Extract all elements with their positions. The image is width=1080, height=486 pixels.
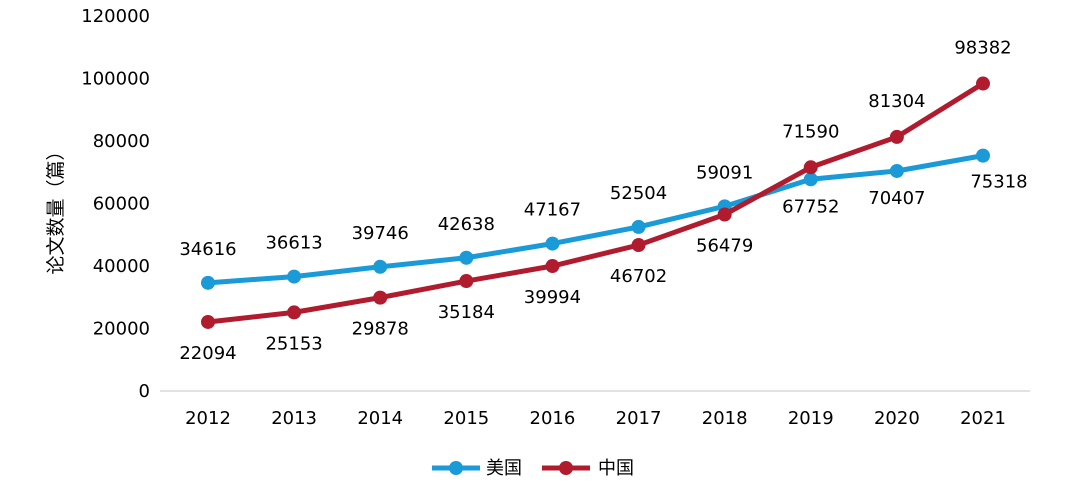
data-point xyxy=(373,290,388,305)
data-label-china: 56479 xyxy=(696,236,753,257)
data-point xyxy=(545,259,560,274)
legend: 美国 中国 xyxy=(432,458,634,479)
legend-item: 美国 xyxy=(432,458,522,479)
series-usa xyxy=(201,148,990,290)
x-tick-label: 2017 xyxy=(616,408,662,429)
x-tick-label: 2020 xyxy=(874,408,920,429)
data-labels: 34616 22094 36613 25153 39746 29878 42638 35184… xyxy=(179,38,1027,364)
y-tick-label: 100000 xyxy=(81,69,150,90)
data-label-usa: 39746 xyxy=(352,223,409,244)
data-label-china: 39994 xyxy=(524,287,581,308)
data-point xyxy=(545,236,560,251)
data-label-china: 29878 xyxy=(352,319,409,340)
y-tick-label: 40000 xyxy=(93,256,150,277)
data-point xyxy=(717,207,732,222)
data-label-usa: 36613 xyxy=(265,233,322,254)
data-label-china: 22094 xyxy=(179,343,236,364)
data-label-usa: 52504 xyxy=(610,183,667,204)
y-tick-label: 0 xyxy=(139,381,150,402)
x-tick-label: 2012 xyxy=(185,408,231,429)
y-tick-label: 120000 xyxy=(81,6,150,27)
series-line xyxy=(205,153,986,286)
legend-item: 中国 xyxy=(542,458,634,479)
y-tick-label: 60000 xyxy=(93,194,150,215)
data-label-usa: 47167 xyxy=(524,200,581,221)
data-label-china: 71590 xyxy=(782,121,839,142)
data-label-china: 98382 xyxy=(954,38,1011,59)
data-label-china: 35184 xyxy=(438,302,495,323)
x-tick-label: 2016 xyxy=(530,408,576,429)
data-point xyxy=(373,259,388,274)
legend-label: 美国 xyxy=(486,458,522,479)
y-axis-ticks: 0 20000 40000 60000 80000 100000 120000 xyxy=(81,6,150,402)
data-label-china: 25153 xyxy=(265,333,322,354)
y-tick-label: 20000 xyxy=(93,319,150,340)
data-label-china: 81304 xyxy=(868,91,925,112)
data-point xyxy=(201,275,215,290)
legend-label: 中国 xyxy=(598,458,634,479)
data-point xyxy=(631,219,646,234)
data-label-usa: 70407 xyxy=(868,188,925,209)
x-tick-label: 2021 xyxy=(960,408,1006,429)
data-point xyxy=(459,274,474,289)
x-tick-label: 2015 xyxy=(443,408,489,429)
x-tick-label: 2019 xyxy=(788,408,834,429)
data-point xyxy=(803,160,818,175)
legend-marker xyxy=(449,461,463,475)
legend-marker xyxy=(559,461,573,475)
y-axis-title: 论文数量（篇） xyxy=(45,141,67,274)
data-point xyxy=(976,76,990,91)
x-axis-ticks: 2012 2013 2014 2015 2016 2017 2018 2019 2020 2021 xyxy=(185,408,1006,429)
data-point xyxy=(976,148,990,163)
data-point xyxy=(803,172,818,187)
data-point xyxy=(889,129,904,144)
y-tick-label: 80000 xyxy=(93,131,150,152)
series-line xyxy=(205,81,986,325)
x-tick-label: 2018 xyxy=(702,408,748,429)
data-point xyxy=(631,238,646,253)
data-point xyxy=(201,314,215,329)
series-layer xyxy=(201,76,990,329)
data-label-usa: 67752 xyxy=(782,196,839,217)
data-point xyxy=(459,250,474,265)
data-point xyxy=(889,163,904,178)
data-point xyxy=(287,269,302,284)
data-point xyxy=(287,305,302,320)
data-label-usa: 42638 xyxy=(438,214,495,235)
data-label-usa: 59091 xyxy=(696,162,753,183)
x-tick-label: 2014 xyxy=(357,408,403,429)
x-tick-label: 2013 xyxy=(271,408,317,429)
data-label-usa: 75318 xyxy=(970,172,1027,193)
series-china xyxy=(201,76,990,329)
data-label-usa: 34616 xyxy=(179,239,236,260)
data-label-china: 46702 xyxy=(610,266,667,287)
